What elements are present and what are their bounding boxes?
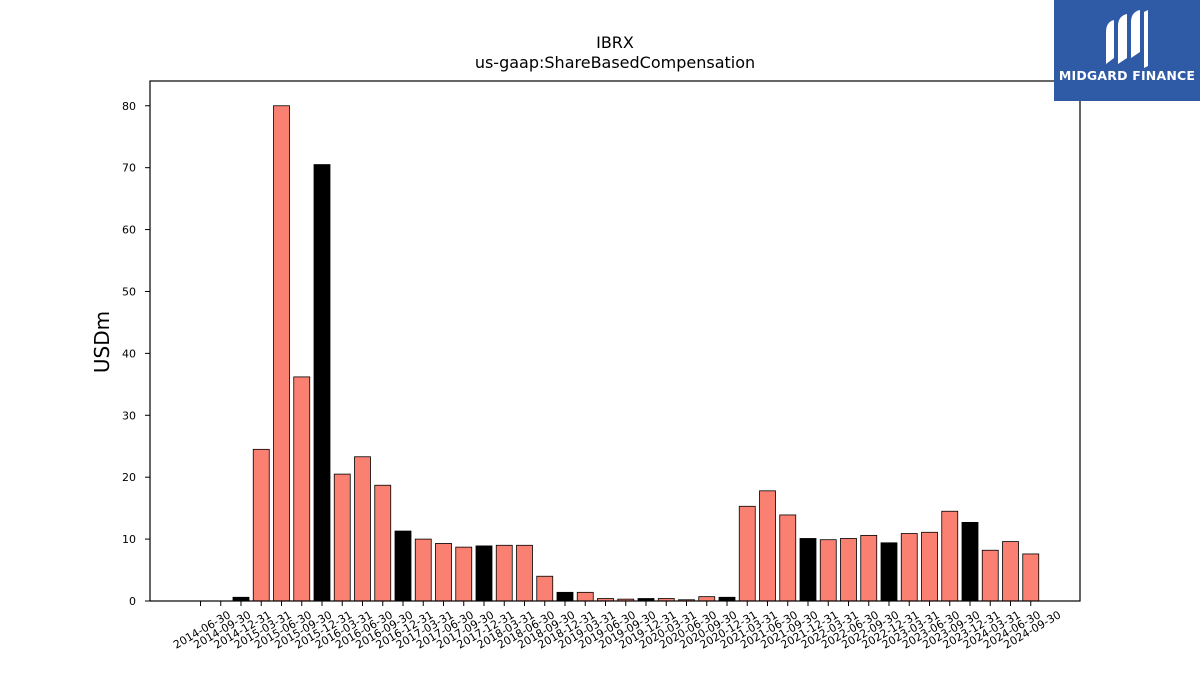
y-tick-label: 80 — [122, 100, 136, 113]
bar-2016-09-30 — [374, 484, 392, 602]
bar-2017-03-31 — [414, 538, 432, 602]
x-ticks-group: 2014-06-302014-09-302014-12-312015-03-31… — [171, 601, 1063, 652]
bar-2023-12-31 — [961, 521, 979, 602]
bar-2018-09-30 — [536, 575, 554, 602]
bar-2022-12-31 — [880, 542, 898, 602]
bar-2015-03-31 — [252, 448, 270, 602]
bar-2022-09-30 — [860, 534, 878, 602]
bar-2018-03-31 — [495, 544, 513, 602]
bars-group — [232, 105, 1040, 602]
y-ticks-group: 0 10 20 30 40 50 60 70 80 — [122, 100, 150, 608]
bar-2018-12-31 — [556, 591, 574, 602]
bar-2023-03-31 — [900, 533, 918, 602]
logo-mark-icon — [1106, 10, 1148, 68]
bar-2015-12-31 — [313, 164, 331, 602]
bar-2021-12-31 — [799, 538, 817, 602]
y-tick-label: 50 — [122, 285, 136, 298]
bar-2017-12-31 — [475, 545, 493, 602]
y-tick-label: 40 — [122, 347, 136, 360]
bar-2016-06-30 — [354, 456, 371, 602]
chart-title: IBRX — [596, 33, 634, 52]
bar-2023-09-30 — [941, 510, 959, 602]
y-axis-label: USDm — [90, 311, 114, 373]
bar-2021-06-30 — [759, 490, 776, 602]
y-tick-label: 10 — [122, 533, 136, 546]
y-tick-label: 20 — [122, 471, 136, 484]
bar-2024-06-30 — [1002, 541, 1019, 602]
bar-2021-09-30 — [779, 514, 797, 602]
bar-2022-06-30 — [840, 538, 857, 602]
bar-2021-03-31 — [738, 505, 756, 602]
bar-2019-03-31 — [576, 591, 594, 602]
bar-2020-09-30 — [698, 596, 716, 602]
bar-2024-03-31 — [981, 549, 999, 602]
plot-frame — [149, 80, 1081, 602]
bar-2017-09-30 — [455, 546, 473, 602]
bar-2023-06-30 — [921, 531, 938, 602]
y-tick-label: 30 — [122, 409, 136, 422]
chart-subtitle: us-gaap:ShareBasedCompensation — [475, 53, 755, 72]
y-tick-label: 0 — [129, 595, 136, 608]
bar-2015-06-30 — [273, 105, 290, 602]
bar-2016-03-31 — [333, 473, 351, 602]
bar-2017-06-30 — [435, 543, 452, 602]
y-tick-label: 70 — [122, 162, 136, 175]
bar-2022-03-31 — [819, 539, 837, 602]
bar-2015-09-30 — [293, 376, 311, 602]
bar-2024-09-30 — [1022, 553, 1040, 602]
logo-text: MIDGARD FINANCE — [1058, 68, 1196, 83]
bar-2018-06-30 — [516, 544, 533, 602]
company-logo: MIDGARD FINANCE — [1054, 0, 1200, 101]
bar-2016-12-31 — [394, 530, 412, 602]
y-tick-label: 60 — [122, 224, 136, 237]
